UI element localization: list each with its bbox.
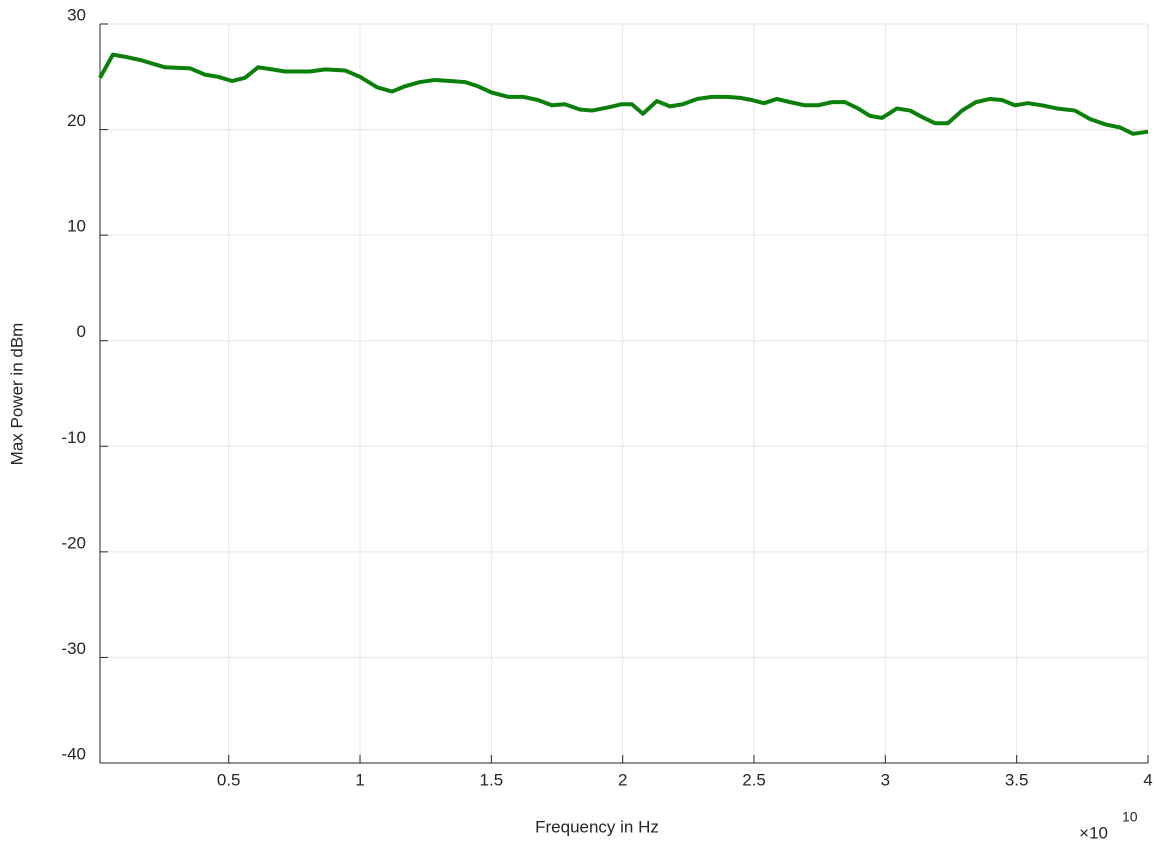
x-tick-label: 0.5 bbox=[217, 770, 241, 789]
y-tick-label: -20 bbox=[61, 533, 86, 552]
x-tick-label: 1 bbox=[355, 770, 364, 789]
x-tick-label: 2.5 bbox=[742, 770, 766, 789]
y-tick-label: -40 bbox=[61, 744, 86, 763]
y-tick-label: 10 bbox=[67, 217, 86, 236]
y-tick-label: 20 bbox=[67, 111, 86, 130]
x-tick-label: 3.5 bbox=[1005, 770, 1029, 789]
y-axis-label: Max Power in dBm bbox=[7, 323, 26, 466]
x-tick-label: 2 bbox=[618, 770, 627, 789]
y-tick-label: -10 bbox=[61, 428, 86, 447]
x-tick-label: 1.5 bbox=[480, 770, 504, 789]
y-tick-label: 30 bbox=[67, 5, 86, 24]
y-tick-label: 0 bbox=[77, 322, 86, 341]
data-line bbox=[98, 52, 1149, 136]
x-axis-label: Frequency in Hz bbox=[535, 817, 659, 836]
x-exponent-base: ×10 bbox=[1079, 823, 1108, 842]
y-tick-label: -30 bbox=[61, 639, 86, 658]
x-tick-label: 3 bbox=[881, 770, 890, 789]
x-tick-label: 4 bbox=[1143, 770, 1152, 789]
x-exponent: 10 bbox=[1122, 809, 1138, 825]
